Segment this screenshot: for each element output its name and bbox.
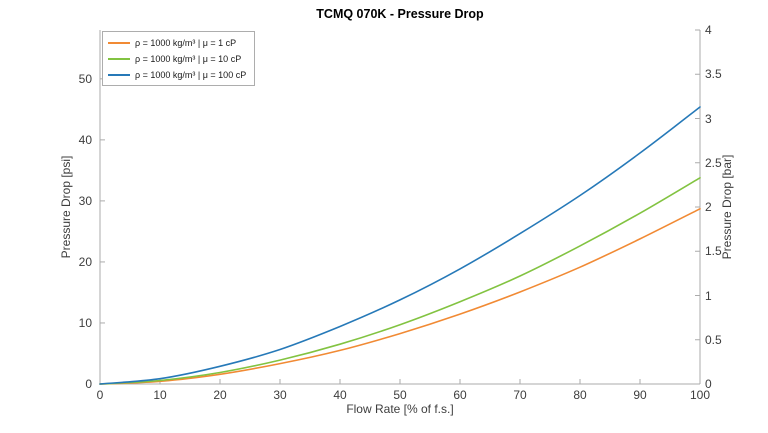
legend-item: ρ = 1000 kg/m³ | μ = 1 cP [108, 36, 246, 49]
x-tick-label: 20 [213, 388, 227, 402]
chart-title: TCMQ 070K - Pressure Drop [316, 7, 484, 21]
y-axis-label-right: Pressure Drop [bar] [720, 154, 734, 260]
x-tick-label: 100 [689, 388, 711, 402]
x-tick-label: 90 [633, 388, 647, 402]
y-right-tick-label: 2 [705, 200, 712, 214]
y-right-tick-label: 4 [705, 23, 712, 37]
legend-label: ρ = 1000 kg/m³ | μ = 1 cP [135, 37, 237, 48]
y-right-tick-label: 3.5 [705, 67, 722, 82]
x-tick-label: 40 [333, 388, 347, 402]
legend-item: ρ = 1000 kg/m³ | μ = 10 cP [108, 52, 246, 65]
y-right-tick-label: 1 [705, 288, 712, 303]
legend-label: ρ = 1000 kg/m³ | μ = 10 cP [135, 53, 242, 64]
x-tick-label: 0 [96, 388, 104, 402]
legend-line-swatch [108, 57, 130, 60]
legend-item: ρ = 1000 kg/m³ | μ = 100 cP [108, 68, 246, 81]
y-left-tick-label: 20 [78, 254, 92, 269]
legend-line-swatch [108, 73, 130, 76]
series-curve [99, 208, 701, 385]
y-left-tick-label: 50 [78, 71, 92, 86]
y-left-tick-label: 10 [78, 315, 92, 330]
x-tick-label: 70 [513, 388, 527, 402]
legend: ρ = 1000 kg/m³ | μ = 1 cP ρ = 1000 kg/m³… [102, 31, 256, 86]
x-tick-label: 30 [273, 388, 287, 402]
y-right-tick-label: 3 [705, 111, 712, 126]
y-right-tick-label: 1.5 [705, 244, 722, 259]
y-left-tick-label: 40 [78, 132, 92, 147]
x-tick-label: 10 [153, 388, 167, 402]
y-right-tick-label: 2.5 [705, 155, 722, 170]
y-left-tick-label: 30 [78, 193, 92, 208]
series-curve [99, 177, 701, 385]
y-left-tick-label: 0 [85, 377, 92, 391]
legend-line-swatch [108, 41, 130, 44]
series-curve [99, 106, 701, 385]
y-right-tick-label: 0.5 [705, 332, 722, 347]
y-right-tick-label: 0 [705, 377, 712, 391]
x-tick-label: 60 [453, 388, 467, 402]
x-tick-label: 50 [393, 388, 407, 402]
x-tick-label: 80 [573, 388, 587, 402]
legend-label: ρ = 1000 kg/m³ | μ = 100 cP [135, 69, 247, 80]
x-axis-label: Flow Rate [% of f.s.] [346, 402, 454, 416]
